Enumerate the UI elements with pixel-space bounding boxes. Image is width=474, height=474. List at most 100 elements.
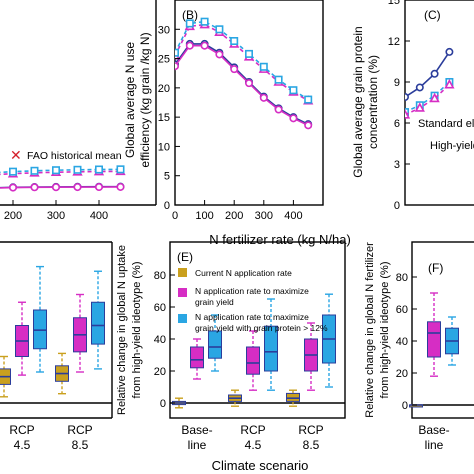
ytick-label-1: 5 bbox=[164, 171, 170, 183]
group-1-box-2 bbox=[91, 270, 105, 370]
panel-f-plot bbox=[409, 292, 474, 408]
panel-b-xticks: 0 100 200 300 400 bbox=[172, 200, 303, 222]
series-line-3 bbox=[0, 186, 121, 189]
group-0-box-0 bbox=[0, 355, 11, 398]
ytick-label-0: 0 bbox=[164, 200, 170, 212]
panel-e-title: (E) bbox=[177, 250, 193, 264]
panel-b-title: (B) bbox=[182, 8, 198, 22]
ytick-label-6: 30 bbox=[158, 24, 170, 36]
series-3-point-3 bbox=[215, 50, 224, 59]
series-3-point-5 bbox=[30, 183, 39, 192]
ytick-label-2: 40 bbox=[396, 336, 408, 348]
group-0-box-1 bbox=[15, 301, 29, 376]
ytick-label-1: 3 bbox=[394, 159, 400, 171]
panel-c-frame bbox=[404, 0, 474, 206]
legend-swatch-max-yield-protein bbox=[178, 314, 187, 323]
series-line-1 bbox=[0, 168, 121, 174]
series-group bbox=[175, 17, 314, 130]
xtick-label-4: 400 bbox=[284, 210, 302, 222]
ytick-label-5: 15 bbox=[388, 0, 400, 7]
legend-label-max-yield-protein-1: N application rate to maximize bbox=[195, 312, 309, 322]
series-1-point-8 bbox=[289, 86, 298, 95]
category-0-line1: Base- bbox=[181, 423, 212, 437]
panel-f-frame bbox=[411, 241, 474, 419]
series-3-point-4 bbox=[230, 65, 239, 74]
series-line-3 bbox=[175, 44, 309, 127]
legend-label-max-yield-1: N application rate to maximize bbox=[195, 286, 309, 296]
panel-b-ylabel-line1: Global average N use bbox=[123, 42, 137, 158]
category-0-line2: 4.5 bbox=[14, 438, 31, 452]
category-1-line1: RCP bbox=[240, 423, 265, 437]
series-1-point-6 bbox=[259, 62, 268, 71]
panel-f-categories: Base-line bbox=[418, 423, 449, 452]
group-1-box-0 bbox=[228, 389, 242, 407]
series-1-point-0 bbox=[175, 48, 180, 57]
ytick-label-0: 0 bbox=[394, 200, 400, 212]
panel-a-xticks: 200 300 400 bbox=[4, 200, 108, 222]
group-1-box-1 bbox=[73, 293, 87, 373]
legend-label-max-yield-2: grain yield bbox=[195, 297, 234, 307]
panel-b: 0 5 10 15 20 25 30 0 100 200 300 400 (B) Global av… bbox=[123, 0, 324, 222]
series-3-point-7 bbox=[274, 105, 283, 114]
series-group bbox=[0, 165, 126, 192]
panel-e-plot bbox=[170, 293, 345, 409]
series-1-point-9 bbox=[116, 165, 125, 174]
panel-c-title: (C) bbox=[424, 8, 441, 22]
group-0-box-2 bbox=[445, 316, 459, 366]
panel-d-plot bbox=[0, 265, 112, 404]
panel-e-ylabel-line2: from high-yield ideotype (%) bbox=[131, 262, 143, 399]
legend-fao: ✕ FAO historical mean bbox=[10, 147, 122, 163]
xtick-label-1: 100 bbox=[195, 210, 213, 222]
category-0-line2: line bbox=[188, 438, 207, 452]
group-1-box-1 bbox=[246, 330, 260, 391]
panel-c-legend-highyield: High-yield bbox=[430, 140, 474, 152]
panel-c-ylabel-line2: concentration (%) bbox=[366, 55, 380, 149]
xtick-label-3: 300 bbox=[47, 210, 65, 222]
series-3-point-7 bbox=[73, 183, 82, 192]
xtick-label-2: 200 bbox=[225, 210, 243, 222]
category-0-line1: Base- bbox=[418, 423, 449, 437]
series-line-2 bbox=[175, 43, 309, 125]
panel-e-yticks: 0 20 40 60 80 bbox=[154, 270, 175, 410]
series-0-point-1 bbox=[415, 83, 424, 92]
ytick-label-4: 80 bbox=[154, 270, 166, 282]
ytick-label-4: 12 bbox=[388, 36, 400, 48]
panel-b-plot bbox=[175, 17, 314, 130]
ytick-label-3: 15 bbox=[158, 112, 170, 124]
ytick-label-4: 80 bbox=[396, 272, 408, 284]
group-1-box-0 bbox=[55, 352, 69, 395]
group-0-box-1 bbox=[190, 338, 204, 380]
series-1-point-3 bbox=[215, 25, 224, 34]
series-1-point-7 bbox=[73, 165, 82, 174]
x-axis-label-bottom: Climate scenario bbox=[212, 458, 309, 473]
panel-e-ylabel-line1: Relative change in global N uptake bbox=[116, 245, 128, 415]
ytick-label-3: 60 bbox=[396, 304, 408, 316]
ytick-label-4: 20 bbox=[158, 83, 170, 95]
series-1-point-7 bbox=[274, 75, 283, 84]
series-1-point-0 bbox=[405, 108, 409, 117]
group-0-box-1-iqr bbox=[427, 321, 441, 358]
series-3-point-8 bbox=[289, 114, 298, 123]
category-2-line2: 8.5 bbox=[303, 438, 320, 452]
series-1-point-8 bbox=[95, 165, 104, 174]
series-1-point-2 bbox=[200, 17, 209, 26]
group-0-box-2 bbox=[208, 314, 222, 372]
panel-f-ylabel-line1: Relative change in global N fertilizer bbox=[364, 242, 376, 418]
xtick-label-0: 0 bbox=[172, 210, 178, 222]
series-3-point-9 bbox=[304, 121, 313, 130]
category-0-line2: line bbox=[425, 438, 444, 452]
panel-e-legend: Current N application rate N application… bbox=[178, 268, 328, 333]
panel-e-frame bbox=[169, 241, 346, 419]
series-group bbox=[405, 47, 455, 119]
series-line-0 bbox=[175, 23, 309, 102]
series-1-point-9 bbox=[304, 95, 313, 104]
legend-label-current: Current N application rate bbox=[195, 268, 292, 278]
series-3-point-1 bbox=[185, 41, 194, 50]
series-2-point-0 bbox=[405, 109, 411, 119]
legend-swatch-current bbox=[178, 268, 187, 277]
panel-b-yticks: 0 5 10 15 20 25 30 bbox=[158, 24, 180, 212]
group-0-box-2-iqr bbox=[208, 330, 222, 359]
series-2-point-1 bbox=[414, 102, 425, 112]
